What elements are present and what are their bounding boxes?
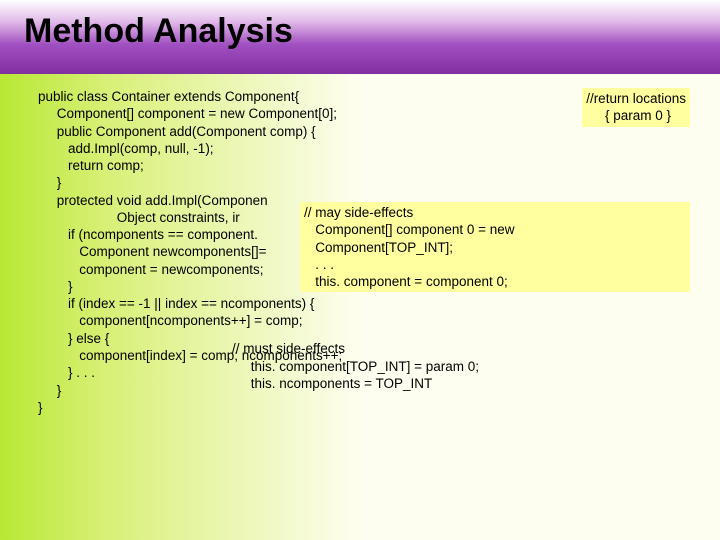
annotation-must-side-effects: // must side-effects this. component[TOP… <box>228 338 483 394</box>
annotation-return: //return locations { param 0 } <box>582 88 690 127</box>
page-title: Method Analysis <box>24 12 720 51</box>
annotation-side-effects: // may side-effects Component[] componen… <box>300 202 690 292</box>
header: Method Analysis <box>0 0 720 74</box>
content-area: public class Container extends Component… <box>0 74 720 416</box>
